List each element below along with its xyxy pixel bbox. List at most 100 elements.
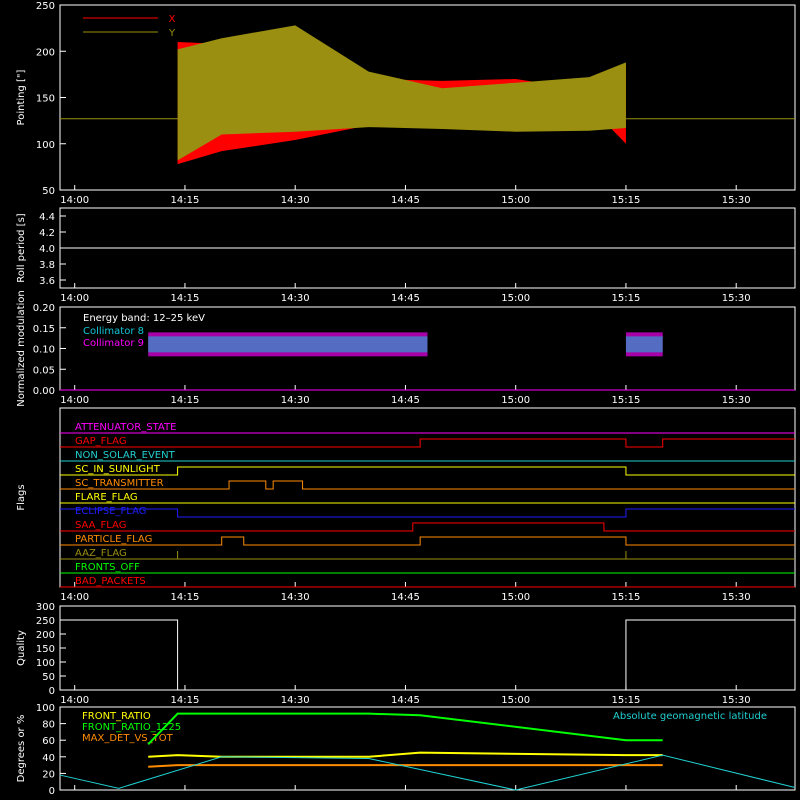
panel-0-xtick-label-0: 14:00 [60, 195, 89, 206]
panel-1-xtick-label-0: 14:00 [60, 293, 89, 304]
panel-4-xtick-label-2: 14:30 [281, 695, 310, 706]
panel-0-xtick-label-2: 14:30 [281, 195, 310, 206]
panel-5-ytick-label-2: 40 [42, 753, 55, 764]
ratio-series-0 [148, 751, 663, 758]
panel-3-frame [59, 407, 796, 588]
panel-0-ylabel: Pointing ["] [16, 69, 27, 125]
modulation-legend-label-1: Collimator 9 [83, 338, 144, 349]
flag-line-6 [60, 508, 795, 518]
ratio-series-1 [147, 712, 663, 746]
ratio-legend-2: MAX_DET_VS_TOT [82, 733, 174, 744]
panel-4-frame [59, 605, 796, 691]
panel-1-ytick-label-1: 3.8 [39, 260, 55, 271]
flag-line-9 [60, 551, 795, 560]
panel-2-xtick-label-3: 14:45 [391, 395, 420, 406]
panel-2-ylabel: Normalized modulation [16, 290, 27, 407]
panel-0-ytick-label-4: 250 [36, 1, 55, 12]
flag-label-9: AAZ_FLAG [75, 548, 127, 559]
flag-label-1: GAP_FLAG [75, 436, 127, 447]
panel-1-ytick-label-3: 4.2 [39, 228, 55, 239]
panel-2-xtick-label-5: 15:15 [612, 395, 641, 406]
panel-3-xtick-label-4: 15:00 [501, 592, 530, 603]
ratio-series-2 [148, 764, 663, 768]
panel-1-ylabel: Roll period [s] [16, 213, 27, 282]
panel-2-xtick-label-2: 14:30 [281, 395, 310, 406]
panel-0-ytick-label-0: 50 [42, 186, 55, 197]
modulation-legend-title: Energy band: 12–25 keV [83, 313, 205, 324]
panel-2-ytick-label-0: 0.00 [33, 386, 55, 397]
flag-label-11: BAD_PACKETS [75, 576, 146, 587]
panel-2-xtick-label-6: 15:30 [722, 395, 751, 406]
panel-2-xtick-label-4: 15:00 [501, 395, 530, 406]
flag-label-5: FLARE_FLAG [75, 492, 138, 503]
panel-0-xtick-label-6: 15:30 [722, 195, 751, 206]
modulation-legend-label-0: Collimator 8 [83, 326, 144, 337]
panel-4-ytick-label-4: 200 [36, 630, 55, 641]
pointing-band-y [177, 25, 626, 161]
flag-line-8 [60, 536, 795, 546]
panel-2-ytick-label-4: 0.20 [33, 303, 55, 314]
ratio-series-3 [59, 754, 796, 791]
panel-1-xtick-label-4: 15:00 [501, 293, 530, 304]
panel-5-ytick-label-3: 60 [42, 736, 55, 747]
modulation-active-block-c8-1 [625, 336, 663, 353]
panel-1-xtick-label-3: 14:45 [391, 293, 420, 304]
panel-0-ytick-label-3: 200 [36, 47, 55, 58]
flag-label-3: SC_IN_SUNLIGHT [75, 464, 161, 475]
panel-2-xtick-label-1: 14:15 [171, 395, 200, 406]
quality-line [60, 619, 795, 691]
flag-label-8: PARTICLE_FLAG [75, 534, 152, 545]
flag-label-6: ECLIPSE_FLAG [75, 506, 146, 517]
flag-line-7 [60, 522, 795, 532]
panel-4-xtick-label-5: 15:15 [612, 695, 641, 706]
panel-4-ytick-label-3: 150 [36, 644, 55, 655]
panel-0-xtick-label-3: 14:45 [391, 195, 420, 206]
ratio-legend-1: FRONT_RATIO_1225 [82, 722, 181, 733]
panel-4-ytick-label-5: 250 [36, 616, 55, 627]
panel-5-ytick-label-4: 80 [42, 720, 55, 731]
panel-3-xtick-label-2: 14:30 [281, 592, 310, 603]
panel-3-xtick-label-0: 14:00 [60, 592, 89, 603]
panel-5-frame [59, 706, 796, 791]
ratio-legend-0: FRONT_RATIO [82, 711, 151, 722]
flag-label-10: FRONTS_OFF [75, 562, 140, 573]
panel-3-xtick-label-5: 15:15 [612, 592, 641, 603]
pointing-legend-label-0: X [169, 14, 176, 25]
panel-4-ytick-label-6: 300 [36, 602, 55, 613]
panel-0-xtick-label-4: 15:00 [501, 195, 530, 206]
panel-5-ytick-label-1: 20 [42, 769, 55, 780]
panel-2-ytick-label-2: 0.10 [33, 345, 55, 356]
flags-ylabel: Flags [16, 484, 27, 510]
panel-2-ytick-label-1: 0.05 [33, 365, 55, 376]
panel-1-ytick-label-2: 4.0 [39, 244, 55, 255]
panel-1-xtick-label-1: 14:15 [171, 293, 200, 304]
flag-line-3 [60, 466, 795, 476]
panel-5-ytick-label-5: 100 [36, 703, 55, 714]
flag-line-4 [60, 480, 795, 490]
panel-5-ytick-label-0: 0 [49, 786, 55, 797]
panel-4-xtick-label-1: 14:15 [171, 695, 200, 706]
panel-1-xtick-label-6: 15:30 [722, 293, 751, 304]
flag-label-4: SC_TRANSMITTER [75, 478, 164, 489]
panel-0-ytick-label-1: 100 [36, 140, 55, 151]
flag-line-1 [60, 438, 795, 448]
flag-label-2: NON_SOLAR_EVENT [75, 450, 176, 461]
panel-4-ytick-label-1: 50 [42, 672, 55, 683]
panel-2-ytick-label-3: 0.15 [33, 324, 55, 335]
panel-0-xtick-label-5: 15:15 [612, 195, 641, 206]
panel-4-xtick-label-6: 15:30 [722, 695, 751, 706]
panel-4-xtick-label-4: 15:00 [501, 695, 530, 706]
modulation-active-block-c8-0 [148, 336, 428, 353]
panel-0-ytick-label-2: 150 [36, 94, 55, 105]
panel-1-xtick-label-5: 15:15 [612, 293, 641, 304]
flag-label-7: SAA_FLAG [75, 520, 126, 531]
panel-0-xtick-label-1: 14:15 [171, 195, 200, 206]
ratio-legend-3: Absolute geomagnetic latitude [613, 711, 767, 722]
panel-1-ytick-label-4: 4.4 [39, 212, 55, 223]
panel-5-ylabel: Degrees or % [16, 715, 27, 783]
panel-2-xtick-label-0: 14:00 [60, 395, 89, 406]
panel-1-xtick-label-2: 14:30 [281, 293, 310, 304]
panel-4-ytick-label-0: 0 [49, 686, 55, 697]
panel-1-ytick-label-0: 3.6 [39, 276, 55, 287]
